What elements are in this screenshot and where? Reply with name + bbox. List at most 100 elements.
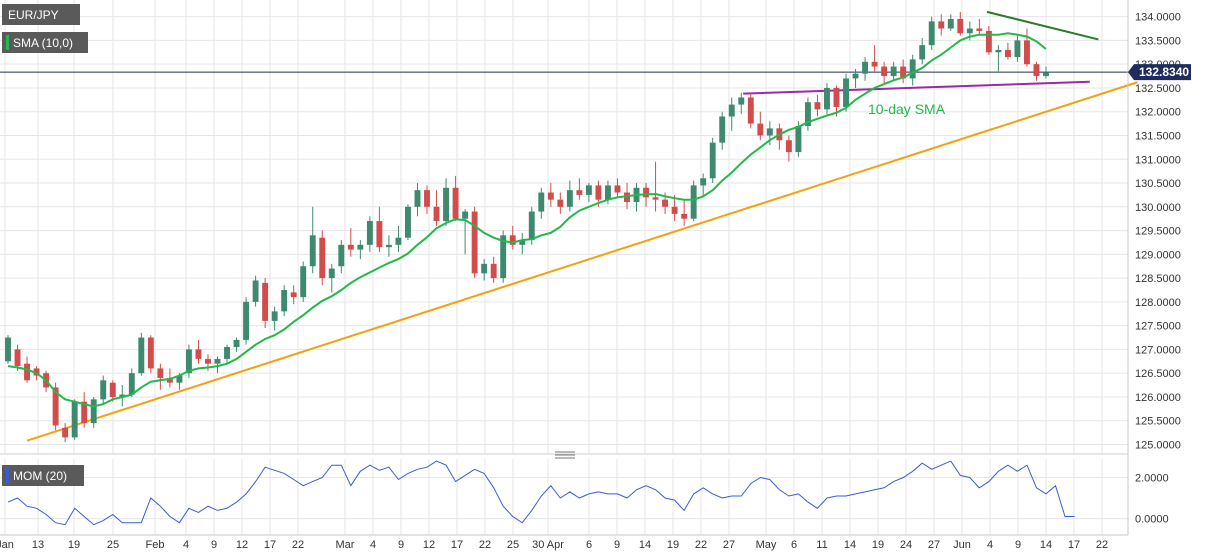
y-tick-label: 133.5000 xyxy=(1135,35,1181,47)
candle xyxy=(881,61,888,84)
candle xyxy=(1043,66,1049,79)
y-tick-label: 131.5000 xyxy=(1135,130,1181,142)
candle xyxy=(900,59,907,84)
x-tick-label: 24 xyxy=(900,539,912,551)
candle-body xyxy=(109,382,116,397)
candle xyxy=(852,68,859,88)
candle-body xyxy=(719,116,726,143)
candle xyxy=(185,344,192,378)
candle xyxy=(52,382,59,431)
candle-body xyxy=(157,368,164,378)
candle-body xyxy=(1043,72,1049,77)
candle xyxy=(947,14,954,31)
candle-body xyxy=(852,73,859,79)
candle-body xyxy=(738,97,745,105)
y-tick-label: 126.0000 xyxy=(1135,392,1181,404)
candle xyxy=(957,11,964,36)
candle xyxy=(71,399,78,440)
candle xyxy=(338,240,345,274)
candle xyxy=(995,45,1002,72)
candle-body xyxy=(662,199,669,207)
last-price-label: 132.8340 xyxy=(1139,65,1189,79)
candle-body xyxy=(90,399,97,424)
candle-body xyxy=(509,235,516,245)
mom-legend-label: MOM (20) xyxy=(13,469,67,483)
candle-body xyxy=(728,104,735,117)
sma-annotation: 10-day SMA xyxy=(868,101,946,117)
x-tick-label: 27 xyxy=(723,539,735,551)
candle-body xyxy=(471,211,478,274)
candle xyxy=(471,206,478,279)
candle-body xyxy=(519,240,526,245)
candle xyxy=(433,190,440,226)
candle xyxy=(738,92,745,115)
candle xyxy=(728,97,735,131)
candle xyxy=(147,335,154,374)
x-tick-label: 6 xyxy=(586,539,592,551)
candle-body xyxy=(214,358,221,364)
candle-body xyxy=(804,102,811,126)
candle xyxy=(824,83,830,115)
candle-body xyxy=(395,237,402,245)
candle-body xyxy=(947,19,954,29)
x-tick-label: 30 Apr xyxy=(532,539,564,551)
candle-body xyxy=(576,190,583,195)
candle-body xyxy=(252,280,259,302)
mom-y-tick-label: 0.0000 xyxy=(1135,514,1169,526)
x-tick-label: 12 xyxy=(236,539,248,551)
candle-body xyxy=(52,387,59,426)
candle-body xyxy=(424,190,430,207)
candle xyxy=(757,111,764,141)
candle-body xyxy=(100,380,107,400)
x-tick-label: 22 xyxy=(1096,539,1108,551)
candle xyxy=(538,187,545,219)
candle-body xyxy=(785,140,792,153)
candle xyxy=(90,396,97,428)
candle-body xyxy=(919,45,926,60)
y-tick-label: 126.5000 xyxy=(1135,368,1181,380)
last-price-marker: 132.8340 xyxy=(1128,64,1191,81)
candle-body xyxy=(357,244,364,250)
candle xyxy=(224,344,230,364)
candle xyxy=(328,263,335,293)
candle xyxy=(671,194,678,222)
candle xyxy=(290,285,297,305)
candle-body xyxy=(205,358,211,364)
x-tick-label: Mar xyxy=(336,539,355,551)
candle xyxy=(319,230,326,286)
y-tick-label: 130.0000 xyxy=(1135,202,1181,214)
candle-body xyxy=(966,28,973,34)
candle xyxy=(119,385,126,407)
sma-legend-label: SMA (10,0) xyxy=(13,36,73,50)
candle xyxy=(347,228,354,257)
candle xyxy=(909,54,916,86)
candle xyxy=(414,183,421,217)
candle-body xyxy=(1004,49,1011,58)
x-tick-label: 9 xyxy=(398,539,404,551)
candle-body xyxy=(957,19,964,34)
candle-body xyxy=(795,125,802,153)
candle-body xyxy=(1033,64,1040,77)
candle xyxy=(376,206,383,252)
candle xyxy=(519,232,526,255)
candle xyxy=(614,178,621,198)
candle xyxy=(700,173,707,198)
candle xyxy=(557,192,564,214)
candle-body xyxy=(585,185,592,195)
candle-body xyxy=(452,187,459,219)
candle-body xyxy=(405,206,411,238)
candle xyxy=(481,259,488,281)
candle-body xyxy=(890,66,897,77)
x-tick-label: 17 xyxy=(451,539,463,551)
panel-resize-handle[interactable] xyxy=(555,451,575,459)
candle xyxy=(385,235,392,257)
mom-legend-swatch xyxy=(6,468,9,483)
candle xyxy=(652,161,659,212)
candle-body xyxy=(33,368,40,376)
candle xyxy=(405,204,411,241)
symbol-label: EUR/JPY xyxy=(8,8,59,22)
candle xyxy=(262,278,269,329)
candle-body xyxy=(385,244,392,248)
candle xyxy=(1033,61,1040,81)
candle-body xyxy=(566,190,573,207)
